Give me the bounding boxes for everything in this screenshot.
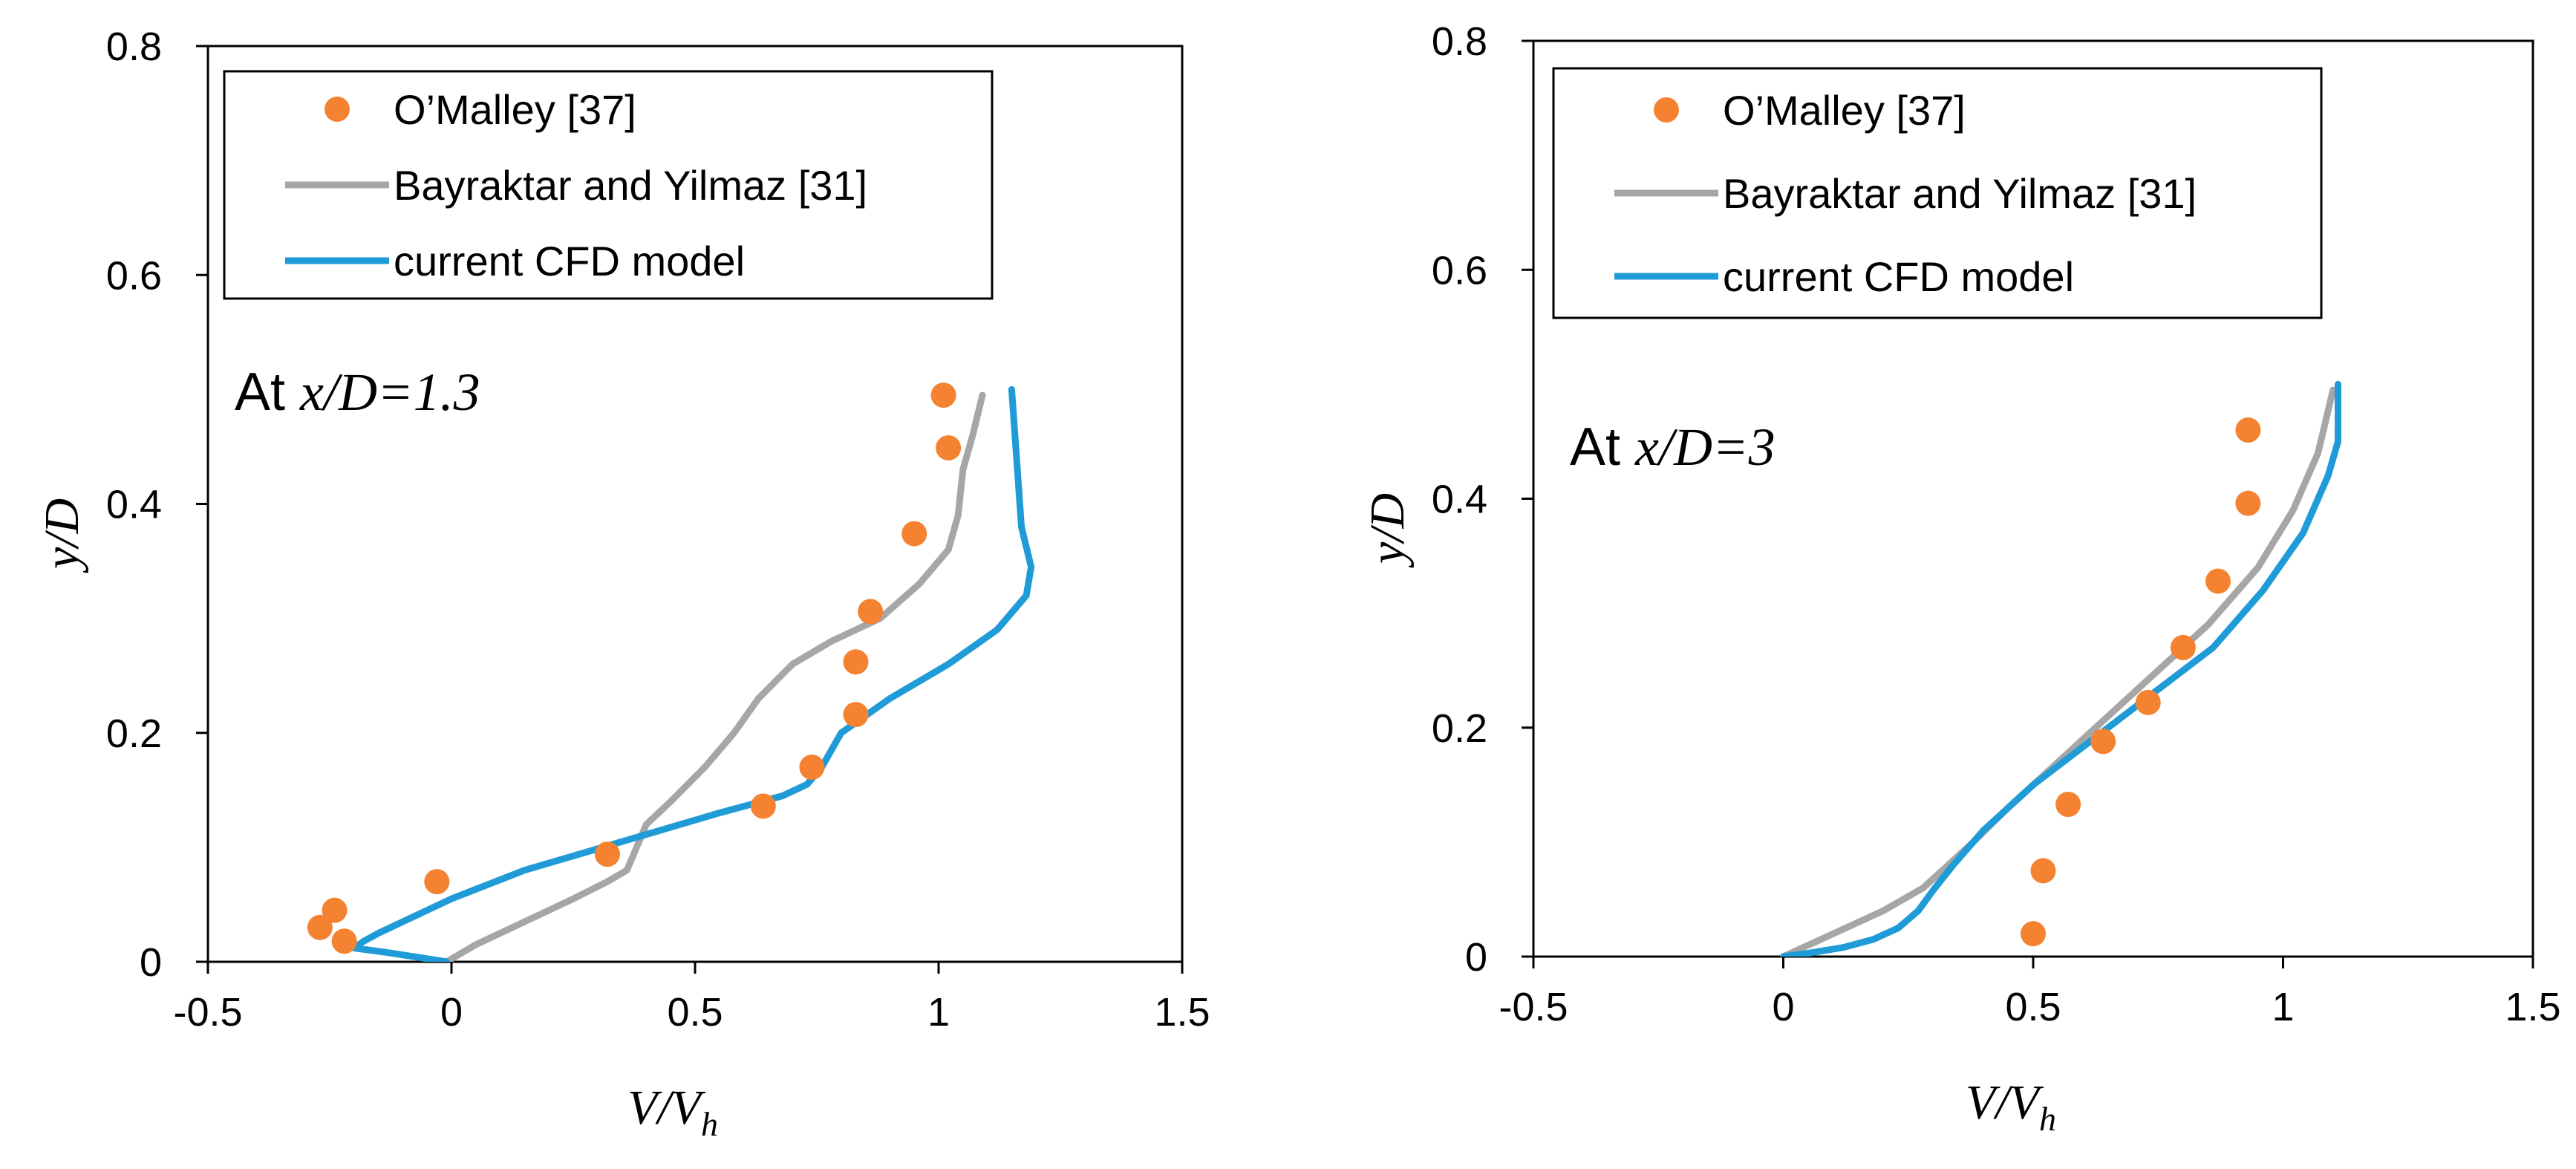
chart1-point-experiment	[2135, 689, 2161, 715]
chart1-x-tick-label: 1.5	[2505, 985, 2560, 1029]
chart0-legend-marker-experiment	[325, 97, 350, 122]
chart1-annotation-position: x/D=3	[1634, 417, 1776, 477]
chart-panel-x-d-3: -0.5 0 0.5 1 1.5 0 0.2 0.4 0.6 0.8 V/Vh y/D O’Malley…	[1360, 19, 2561, 1138]
chart0-legend-label-bayraktar: Bayraktar and Yilmaz [31]	[394, 162, 867, 209]
chart1-point-experiment	[2170, 634, 2196, 660]
chart0-point-experiment	[936, 434, 962, 460]
chart1-point-experiment	[2235, 490, 2261, 516]
chart0-y-axis-label: y/D	[35, 498, 89, 573]
chart1-y-tick-label: 0.2	[1432, 706, 1487, 751]
chart0-point-experiment	[901, 521, 927, 547]
chart1-x-tick-label: 0	[1772, 985, 1794, 1029]
chart1-point-experiment	[2205, 568, 2231, 594]
chart1-x-tick-label: -0.5	[1499, 985, 1568, 1029]
chart1-series-bayraktar-line	[1780, 386, 2337, 957]
chart1-x-axis-label: V/Vh	[1966, 1075, 2056, 1138]
chart0-x-axis-label: V/Vh	[627, 1081, 718, 1143]
chart0-point-experiment	[843, 702, 869, 728]
chart1-y-tick-label: 0	[1465, 935, 1487, 980]
chart0-legend-label-cfd: current CFD model	[394, 238, 745, 284]
chart0-point-experiment	[424, 869, 450, 895]
chart0-x-tick-label: -0.5	[173, 990, 242, 1035]
chart0-point-experiment	[594, 841, 620, 867]
chart1-point-experiment	[2021, 921, 2046, 947]
chart0-point-experiment	[843, 649, 869, 675]
chart0-annotation-position: x/D=1.3	[299, 362, 480, 422]
chart0-point-experiment	[858, 599, 884, 625]
chart0-x-tick-label: 0	[440, 990, 463, 1035]
chart0-point-experiment	[750, 793, 776, 819]
chart1-y-tick-label: 0.8	[1432, 19, 1487, 64]
chart1-y-tick-label: 0.6	[1432, 248, 1487, 293]
chart0-x-tick-label: 1.5	[1154, 990, 1210, 1035]
chart0-series-cfd-line	[350, 385, 1035, 962]
chart1-y-axis-label: y/D	[1360, 493, 1415, 568]
chart1-point-experiment	[2055, 792, 2081, 818]
chart1-legend-label-experiment: O’Malley [37]	[1723, 87, 1966, 134]
chart0-series-group	[307, 382, 1035, 962]
chart0-y-tick-label: 0.8	[106, 25, 162, 69]
chart1-x-tick-label: 1	[2272, 985, 2294, 1029]
chart1-series-group	[1780, 380, 2341, 957]
chart0-point-experiment	[331, 928, 357, 954]
chart0-y-tick-label: 0.6	[106, 253, 162, 298]
chart1-x-axis-label-sub: h	[2039, 1100, 2056, 1138]
chart1-y-tick-label: 0.4	[1432, 478, 1487, 522]
chart0-x-tick-label: 1	[927, 990, 950, 1035]
chart0-annotation: At x/D=1.3	[235, 362, 480, 422]
chart1-annotation-prefix: At	[1570, 417, 1635, 477]
chart0-y-tick-label: 0	[140, 940, 162, 985]
chart1-series-cfd-line	[1780, 380, 2341, 957]
chart0-x-axis-label-main: V/V	[627, 1081, 706, 1135]
chart1-point-experiment	[2090, 729, 2116, 755]
chart0-x-tick-label: 0.5	[667, 990, 723, 1035]
chart0-annotation-prefix: At	[235, 362, 300, 422]
chart1-annotation: At x/D=3	[1570, 417, 1776, 477]
chart1-legend-label-cfd: current CFD model	[1723, 253, 2074, 300]
chart1-point-experiment	[2030, 858, 2056, 884]
chart0-x-axis-label-sub: h	[701, 1105, 718, 1143]
chart0-point-experiment	[307, 914, 333, 940]
chart0-legend-label-experiment: O’Malley [37]	[394, 86, 636, 133]
chart0-series-bayraktar-line	[443, 391, 986, 962]
chart1-x-tick-label: 0.5	[2005, 985, 2061, 1029]
chart0-y-tick-label: 0.4	[106, 483, 162, 527]
chart-panel-x-d-1-3: -0.5 0 0.5 1 1.500.20.40.60.8V/Vhy/DO’Malley…	[35, 25, 1210, 1143]
chart0-point-experiment	[930, 382, 956, 408]
chart0-point-experiment	[799, 754, 825, 780]
chart1-legend-marker-experiment	[1654, 97, 1679, 123]
chart1-point-experiment	[2235, 417, 2261, 443]
chart1-x-axis-label-main: V/V	[1966, 1075, 2044, 1130]
chart0-y-tick-label: 0.2	[106, 712, 162, 756]
chart0-point-experiment	[322, 897, 348, 923]
chart1-legend-label-bayraktar: Bayraktar and Yilmaz [31]	[1723, 170, 2197, 217]
